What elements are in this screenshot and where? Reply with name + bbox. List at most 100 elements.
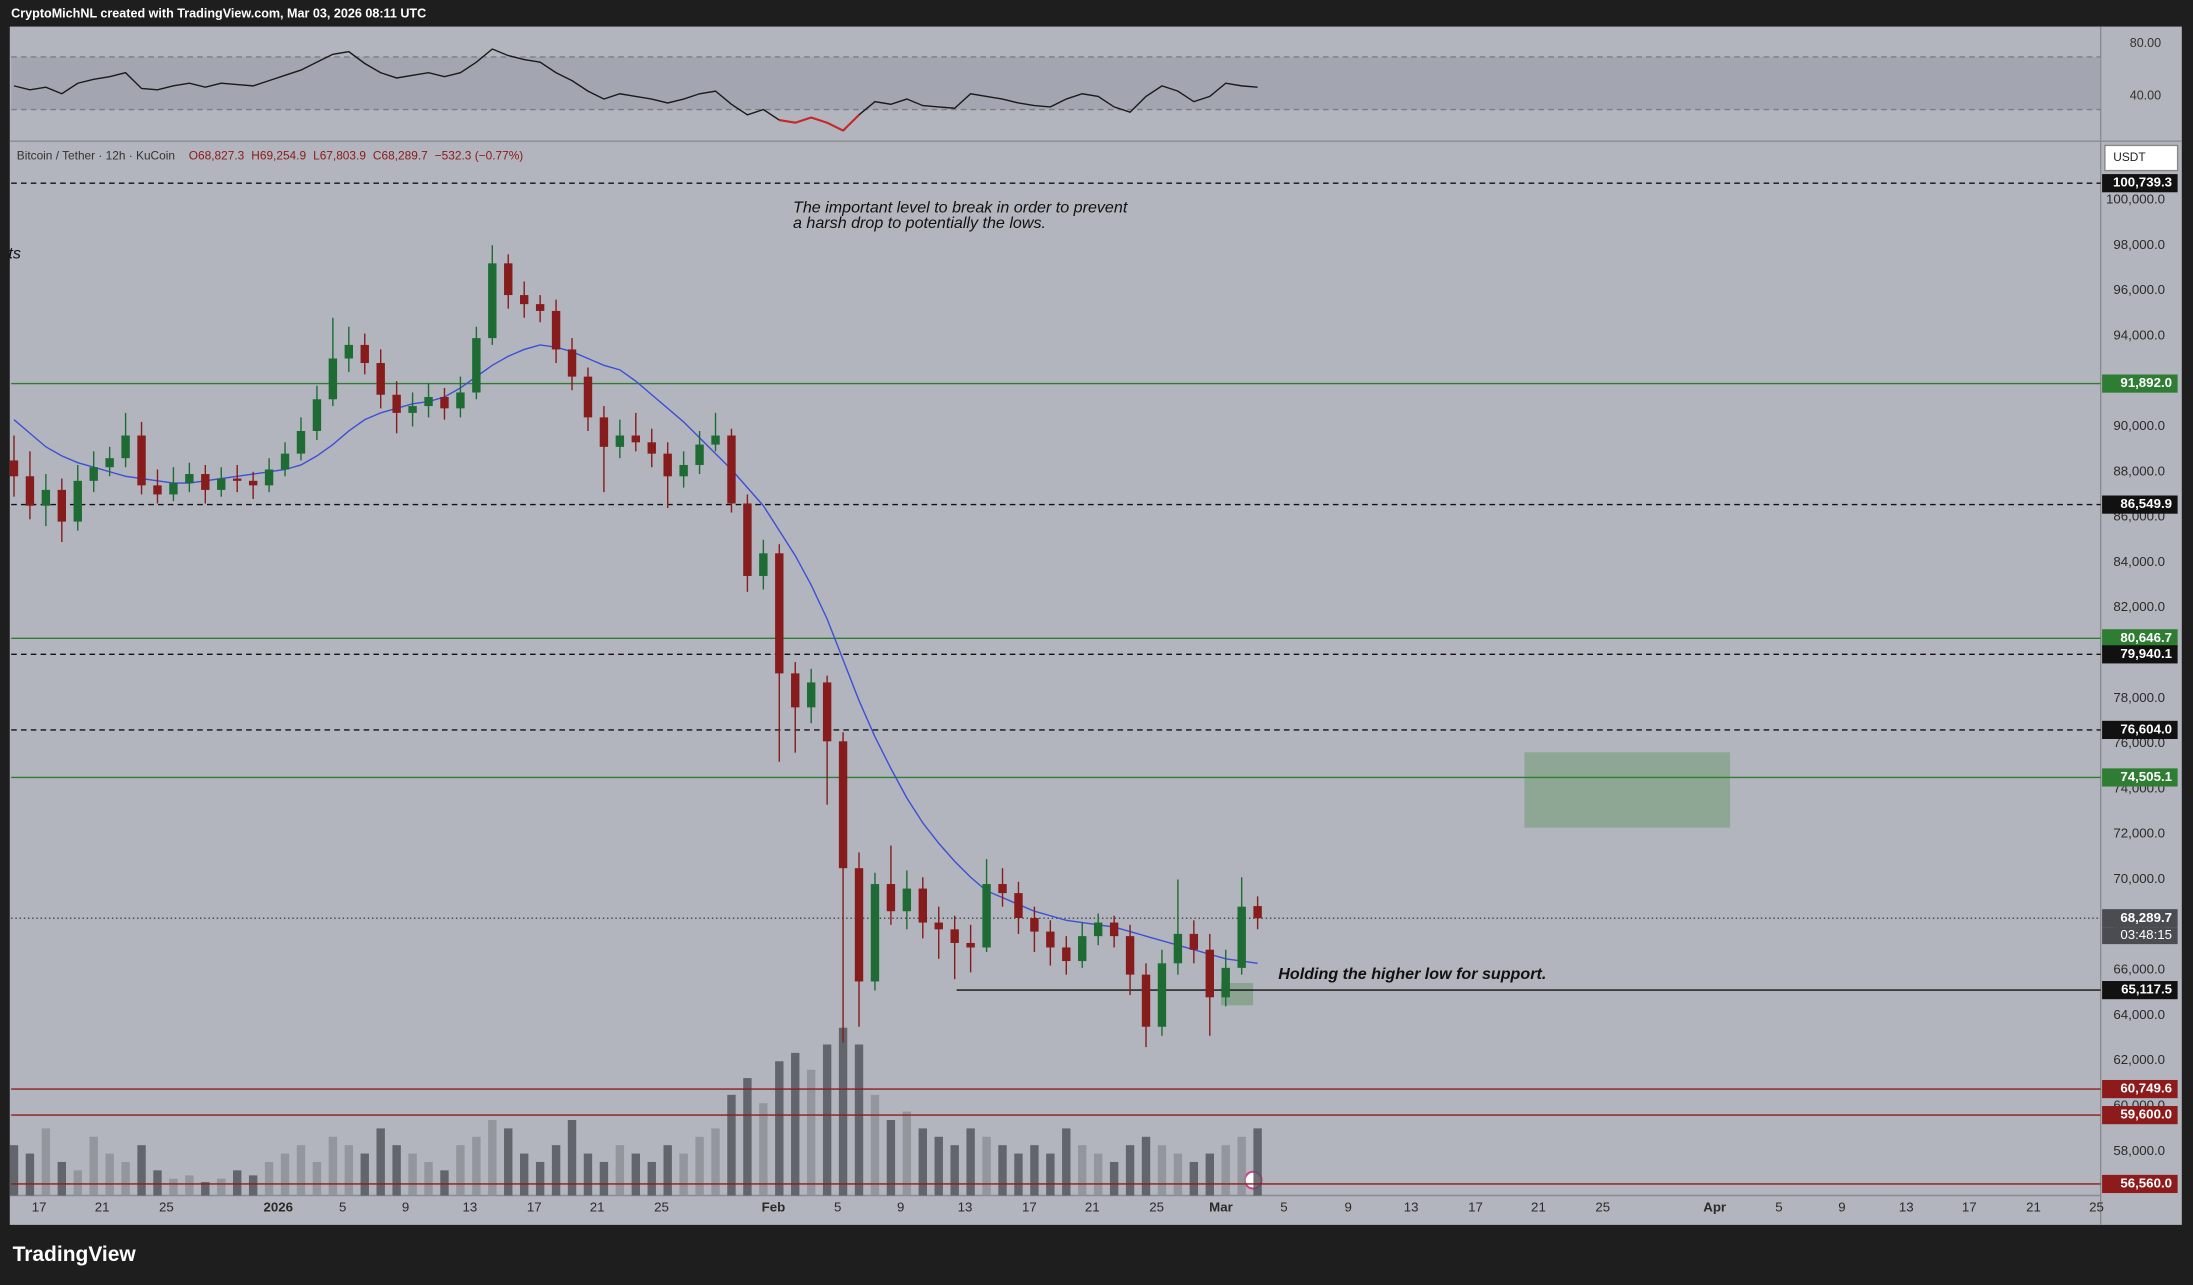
volume-bar (408, 1153, 417, 1196)
candle-body (217, 478, 226, 490)
candle-body (631, 435, 640, 443)
legend-value: −532.3 (−0.77%) (435, 149, 524, 163)
volume-bar (264, 1161, 274, 1196)
volume-bar (1078, 1145, 1087, 1196)
volume-bar (759, 1103, 768, 1196)
price-label-bg (2102, 909, 2178, 928)
candle-body (25, 476, 35, 506)
volume-bar (424, 1161, 433, 1196)
header: CryptoMichNL created with TradingView.co… (11, 6, 426, 20)
volume-bar (392, 1145, 401, 1196)
volume-bar (711, 1128, 720, 1196)
volume-bar (312, 1161, 322, 1196)
x-tick-label: 17 (1962, 1200, 1977, 1215)
candle-body (1125, 936, 1135, 975)
price-label-bg (2102, 1079, 2178, 1099)
chart-panel (9, 26, 2182, 1225)
price-label-bg (2102, 981, 2178, 1000)
candle-body (73, 480, 82, 522)
volume-bar (137, 1145, 146, 1196)
candle-body (440, 397, 449, 409)
layers: O68,827.3 H69,254.9 L67,803.9 C68,289.7 −532… (8, 36, 2178, 1215)
volume-bar (153, 1170, 162, 1196)
volume-bar (1014, 1153, 1023, 1196)
candle-body (998, 884, 1007, 894)
rsi-oversold (826, 121, 844, 132)
candle-body (663, 453, 672, 477)
x-tick-label: 9 (1838, 1200, 1845, 1215)
rsi-tick-label: 80.00 (2130, 36, 2161, 50)
price-label-bg (2102, 1106, 2178, 1125)
volume-bar (1141, 1136, 1151, 1196)
candle-body (488, 263, 497, 339)
volume-bar (1062, 1128, 1071, 1196)
candle-body (1157, 963, 1167, 1027)
candle-body (1189, 933, 1199, 950)
candle-body (870, 884, 880, 982)
candle-body (966, 942, 975, 948)
y-tick-label: 66,000.0 (2113, 962, 2165, 977)
x-tick-label: 21 (2026, 1200, 2041, 1215)
candle-body (360, 344, 369, 364)
price-label-bg (2102, 495, 2178, 514)
volume-bar (1221, 1145, 1230, 1196)
x-tick-label: 25 (1595, 1200, 1610, 1215)
candle-body (838, 741, 848, 869)
volume-bar (1046, 1153, 1055, 1196)
brand: TradingView (13, 1243, 137, 1266)
y-tick-label: 100,000.0 (2106, 191, 2165, 206)
candle-body (551, 310, 561, 350)
candle-body (902, 888, 912, 912)
candle-body (9, 460, 19, 477)
volume-bar (775, 1061, 784, 1196)
candle-body (1173, 933, 1183, 964)
price-label: 100,739.3 (2113, 175, 2172, 190)
volume-bar (344, 1145, 354, 1196)
candle-body (1062, 947, 1071, 962)
candle-body (806, 682, 816, 708)
volume-bar (886, 1120, 896, 1196)
rsi-oversold (810, 116, 828, 124)
candle-body (137, 435, 146, 486)
volume-bar (456, 1145, 465, 1196)
x-tick-label: 2026 (264, 1200, 294, 1215)
candle-body (583, 376, 593, 418)
countdown-bg (2102, 927, 2178, 945)
volume-bar (966, 1128, 975, 1196)
candle-body (854, 868, 864, 982)
volume-bar (296, 1145, 306, 1196)
volume-bar (440, 1170, 449, 1196)
volume-bar (535, 1161, 545, 1196)
volume-bar (1157, 1145, 1167, 1196)
x-tick-label: 25 (159, 1200, 174, 1215)
price-label: 74,505.1 (2120, 769, 2172, 784)
volume-bar (822, 1044, 832, 1196)
price-label-bg (2102, 720, 2178, 740)
price-label: 60,749.6 (2120, 1081, 2172, 1096)
y-tick-label: 94,000.0 (2113, 327, 2165, 342)
volume-bar (854, 1044, 864, 1196)
candle-body (918, 888, 927, 923)
annotation: ts (8, 245, 21, 263)
candle-body (727, 435, 736, 504)
x-tick-label: Apr (1703, 1200, 1726, 1215)
y-tick-label: 96,000.0 (2113, 282, 2165, 297)
candle-body (886, 884, 896, 912)
candle-body (743, 503, 752, 576)
volume-bar (1125, 1145, 1135, 1196)
volume-bar (1205, 1153, 1214, 1196)
volume-bar (504, 1128, 513, 1196)
volume-bar (695, 1136, 704, 1196)
volume-bar (185, 1175, 194, 1196)
x-tick-label: Mar (1209, 1200, 1233, 1215)
volume-bar (583, 1153, 593, 1196)
volume-bar (57, 1161, 67, 1196)
price-label: 80,646.7 (2120, 630, 2172, 645)
x-tick-label: 17 (1468, 1200, 1483, 1215)
volume-bar (647, 1161, 656, 1196)
x-tick-label: 5 (834, 1200, 841, 1215)
volume-bar (360, 1153, 369, 1196)
price-label-bg (2102, 645, 2178, 664)
volume-bar (328, 1136, 338, 1196)
x-tick-label: 25 (2089, 1200, 2104, 1215)
